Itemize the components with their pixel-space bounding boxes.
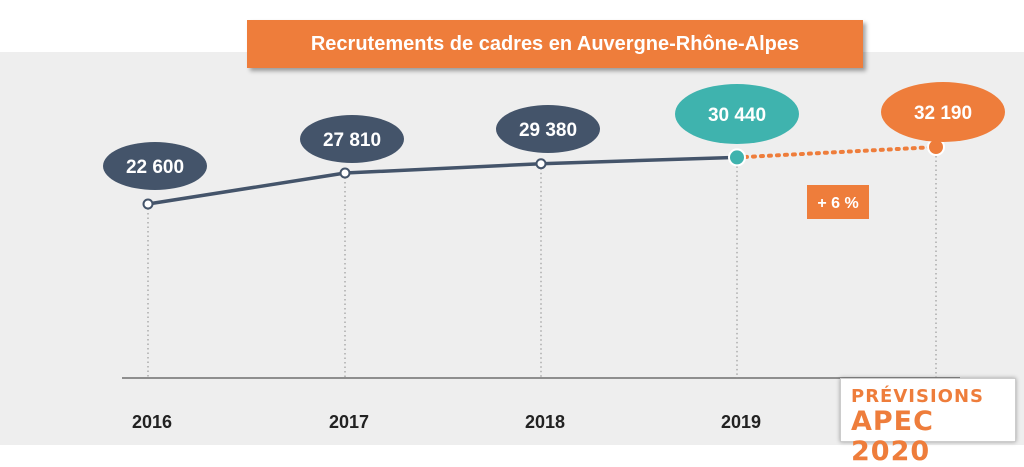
- data-point-2017: [339, 167, 351, 179]
- data-label-2017: 27 810: [323, 130, 381, 151]
- x-tick-label-2016: 2016: [132, 412, 172, 432]
- data-label-2016: 22 600: [126, 157, 184, 178]
- x-tick-label-2018: 2018: [525, 412, 565, 432]
- data-label-2020: 32 190: [914, 103, 972, 124]
- data-label-2019: 30 440: [708, 105, 766, 126]
- data-label-2018: 29 380: [519, 120, 577, 141]
- x-tick-label-2019: 2019: [721, 412, 761, 432]
- growth-annotation-box: [807, 185, 869, 219]
- chart-title: Recrutements de cadres en Auvergne-Rhône…: [247, 20, 863, 68]
- data-point-2018: [535, 158, 547, 170]
- data-point-2019: [728, 148, 746, 167]
- data-label-bubble-2018: [496, 105, 600, 153]
- series-line-forecast: [735, 145, 938, 160]
- growth-annotation-label: + 6 %: [817, 195, 858, 212]
- stamp-line-1: PRÉVISIONS: [851, 386, 984, 407]
- data-label-bubble-2020: [881, 82, 1005, 142]
- x-tick-label-2017: 2017: [329, 412, 369, 432]
- stamp-line-2: APEC 2020: [851, 406, 934, 467]
- data-label-bubble-2019: [675, 84, 799, 144]
- data-label-bubble-2016: [103, 142, 207, 190]
- line-chart: 22 600 27 810 29 380 30 440 32 190 + 6 % 2016 2…: [103, 82, 1005, 432]
- previsions-apec-stamp: PRÉVISIONS APEC 2020: [840, 378, 1016, 467]
- data-label-bubble-2017: [300, 115, 404, 163]
- data-point-2016: [142, 198, 154, 210]
- series-line-actual: [147, 155, 738, 206]
